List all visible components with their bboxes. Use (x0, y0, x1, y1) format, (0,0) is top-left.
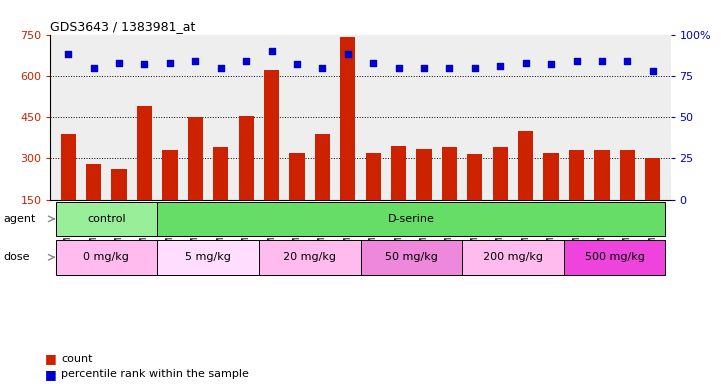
Bar (620, 150, 635, 241)
Point (596, 58, 608, 64)
Bar (157, 240, 259, 275)
Bar (213, 147, 229, 241)
Point (469, 65, 481, 71)
Bar (264, 70, 279, 241)
Bar (645, 158, 660, 241)
Bar (157, 202, 665, 236)
Point (164, 60, 176, 66)
Point (443, 65, 455, 71)
Point (418, 65, 430, 71)
Bar (544, 153, 559, 241)
Bar (467, 154, 482, 241)
Point (240, 58, 252, 64)
Bar (315, 134, 330, 241)
Point (138, 61, 150, 67)
Text: percentile rank within the sample: percentile rank within the sample (61, 369, 249, 379)
Bar (112, 169, 127, 241)
Bar (492, 147, 508, 241)
Text: control: control (87, 214, 125, 224)
Point (291, 61, 303, 67)
Point (63, 51, 74, 58)
Point (647, 68, 658, 74)
Bar (61, 134, 76, 241)
Bar (442, 147, 457, 241)
Bar (391, 146, 406, 241)
Point (571, 58, 583, 64)
Point (215, 65, 226, 71)
Bar (569, 150, 584, 241)
Bar (259, 240, 360, 275)
Text: 5 mg/kg: 5 mg/kg (185, 252, 231, 262)
Bar (462, 240, 564, 275)
Point (88, 65, 99, 71)
Point (520, 60, 531, 66)
Bar (289, 153, 304, 241)
Text: 200 mg/kg: 200 mg/kg (483, 252, 543, 262)
Bar (56, 240, 157, 275)
Point (190, 58, 201, 64)
Point (266, 48, 278, 54)
Bar (366, 153, 381, 241)
Point (545, 61, 557, 67)
Text: GDS3643 / 1383981_at: GDS3643 / 1383981_at (50, 20, 196, 33)
Point (113, 60, 125, 66)
Bar (564, 240, 665, 275)
Bar (360, 240, 462, 275)
Text: agent: agent (4, 214, 36, 224)
Text: D-serine: D-serine (388, 214, 435, 224)
Text: ■: ■ (45, 368, 56, 381)
Bar (162, 150, 177, 241)
Text: ■: ■ (45, 353, 56, 366)
Point (368, 60, 379, 66)
Bar (187, 117, 203, 241)
Bar (417, 149, 432, 241)
Point (317, 65, 328, 71)
Bar (594, 150, 609, 241)
Bar (137, 106, 152, 241)
Point (342, 51, 353, 58)
Text: dose: dose (4, 252, 30, 262)
Text: 20 mg/kg: 20 mg/kg (283, 252, 336, 262)
Bar (340, 37, 355, 241)
Text: 0 mg/kg: 0 mg/kg (84, 252, 129, 262)
Bar (518, 131, 534, 241)
Text: 500 mg/kg: 500 mg/kg (585, 252, 645, 262)
Point (495, 63, 506, 69)
Point (622, 58, 633, 64)
Bar (56, 202, 157, 236)
Text: count: count (61, 354, 93, 364)
Text: 50 mg/kg: 50 mg/kg (385, 252, 438, 262)
Bar (239, 116, 254, 241)
Bar (86, 164, 101, 241)
Point (393, 65, 404, 71)
